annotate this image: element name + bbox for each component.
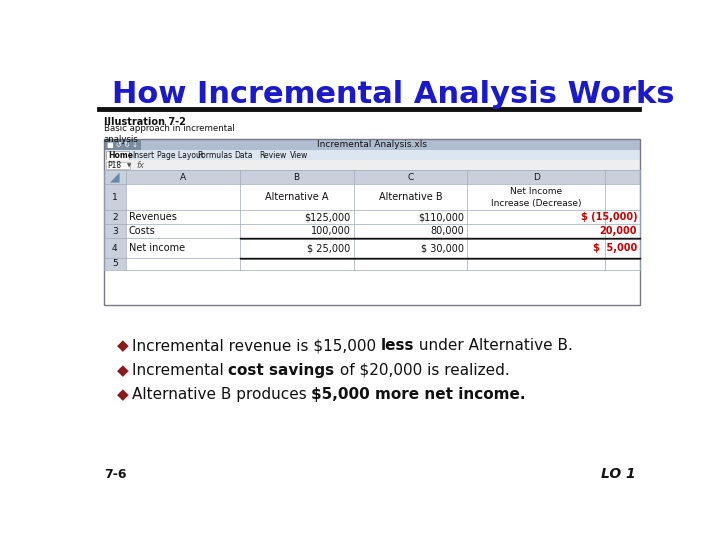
Text: ▼: ▼ bbox=[127, 163, 132, 168]
FancyBboxPatch shape bbox=[104, 238, 126, 258]
Text: LO 1: LO 1 bbox=[601, 468, 636, 482]
FancyBboxPatch shape bbox=[126, 258, 640, 269]
Text: less: less bbox=[381, 339, 414, 353]
Text: D: D bbox=[533, 173, 540, 182]
FancyBboxPatch shape bbox=[126, 184, 640, 211]
Text: Net Income
Increase (Decrease): Net Income Increase (Decrease) bbox=[491, 187, 582, 208]
Text: Review: Review bbox=[259, 151, 287, 160]
Text: $  5,000: $ 5,000 bbox=[593, 243, 637, 253]
Text: 1: 1 bbox=[112, 193, 117, 202]
Text: Illustration 7-2: Illustration 7-2 bbox=[104, 117, 186, 127]
Text: How Incremental Analysis Works: How Incremental Analysis Works bbox=[112, 79, 674, 109]
FancyBboxPatch shape bbox=[104, 160, 640, 170]
Text: Insert: Insert bbox=[132, 151, 154, 160]
Text: 100,000: 100,000 bbox=[310, 226, 351, 236]
Text: Page Layout: Page Layout bbox=[157, 151, 204, 160]
Text: Costs: Costs bbox=[129, 226, 156, 236]
Text: View: View bbox=[290, 151, 308, 160]
Text: cost savings: cost savings bbox=[228, 363, 335, 378]
Text: ■ ↺ ↻ ↓: ■ ↺ ↻ ↓ bbox=[107, 142, 138, 148]
FancyBboxPatch shape bbox=[104, 170, 640, 184]
Text: of $20,000 is realized.: of $20,000 is realized. bbox=[335, 363, 509, 378]
Text: Alternative A: Alternative A bbox=[265, 192, 328, 202]
Text: Alternative B produces: Alternative B produces bbox=[132, 387, 312, 402]
Text: Revenues: Revenues bbox=[129, 212, 176, 222]
FancyBboxPatch shape bbox=[104, 139, 640, 150]
Text: $ 25,000: $ 25,000 bbox=[307, 243, 351, 253]
Text: Net income: Net income bbox=[129, 243, 185, 253]
FancyBboxPatch shape bbox=[106, 162, 130, 168]
Text: 7-6: 7-6 bbox=[104, 468, 127, 481]
Text: Data: Data bbox=[234, 151, 253, 160]
Text: 20,000: 20,000 bbox=[600, 226, 637, 236]
Text: B: B bbox=[294, 173, 300, 182]
Text: 80,000: 80,000 bbox=[431, 226, 464, 236]
FancyBboxPatch shape bbox=[126, 211, 640, 224]
Text: 4: 4 bbox=[112, 244, 117, 253]
Text: $5,000 more net income.: $5,000 more net income. bbox=[312, 387, 526, 402]
Text: Alternative B: Alternative B bbox=[379, 192, 442, 202]
Text: 5: 5 bbox=[112, 259, 117, 268]
Text: under Alternative B.: under Alternative B. bbox=[414, 339, 573, 353]
Text: Incremental Analysis.xls: Incremental Analysis.xls bbox=[317, 140, 427, 150]
Text: 2: 2 bbox=[112, 213, 117, 222]
Text: ◆: ◆ bbox=[117, 363, 128, 378]
Text: Home: Home bbox=[109, 151, 134, 160]
FancyBboxPatch shape bbox=[104, 211, 126, 224]
FancyBboxPatch shape bbox=[126, 224, 640, 238]
Text: 3: 3 bbox=[112, 227, 117, 235]
Text: A: A bbox=[179, 173, 186, 182]
FancyBboxPatch shape bbox=[104, 258, 126, 269]
FancyBboxPatch shape bbox=[104, 184, 126, 211]
Text: Incremental revenue is $15,000: Incremental revenue is $15,000 bbox=[132, 339, 381, 353]
Text: $125,000: $125,000 bbox=[304, 212, 351, 222]
Text: ◢: ◢ bbox=[110, 171, 120, 184]
Text: P18: P18 bbox=[107, 161, 121, 170]
FancyBboxPatch shape bbox=[104, 150, 640, 160]
FancyBboxPatch shape bbox=[104, 224, 126, 238]
Text: Basic approach in incremental
analysis: Basic approach in incremental analysis bbox=[104, 124, 235, 144]
FancyBboxPatch shape bbox=[106, 151, 129, 159]
FancyBboxPatch shape bbox=[126, 238, 640, 258]
Text: Incremental: Incremental bbox=[132, 363, 228, 378]
Text: $ (15,000): $ (15,000) bbox=[580, 212, 637, 222]
Text: ◆: ◆ bbox=[117, 387, 128, 402]
Text: ◆: ◆ bbox=[117, 339, 128, 353]
Text: $ 30,000: $ 30,000 bbox=[421, 243, 464, 253]
Text: C: C bbox=[408, 173, 413, 182]
Text: Formulas: Formulas bbox=[197, 151, 232, 160]
Text: $110,000: $110,000 bbox=[418, 212, 464, 222]
Text: fx: fx bbox=[137, 161, 145, 170]
FancyBboxPatch shape bbox=[104, 139, 141, 150]
